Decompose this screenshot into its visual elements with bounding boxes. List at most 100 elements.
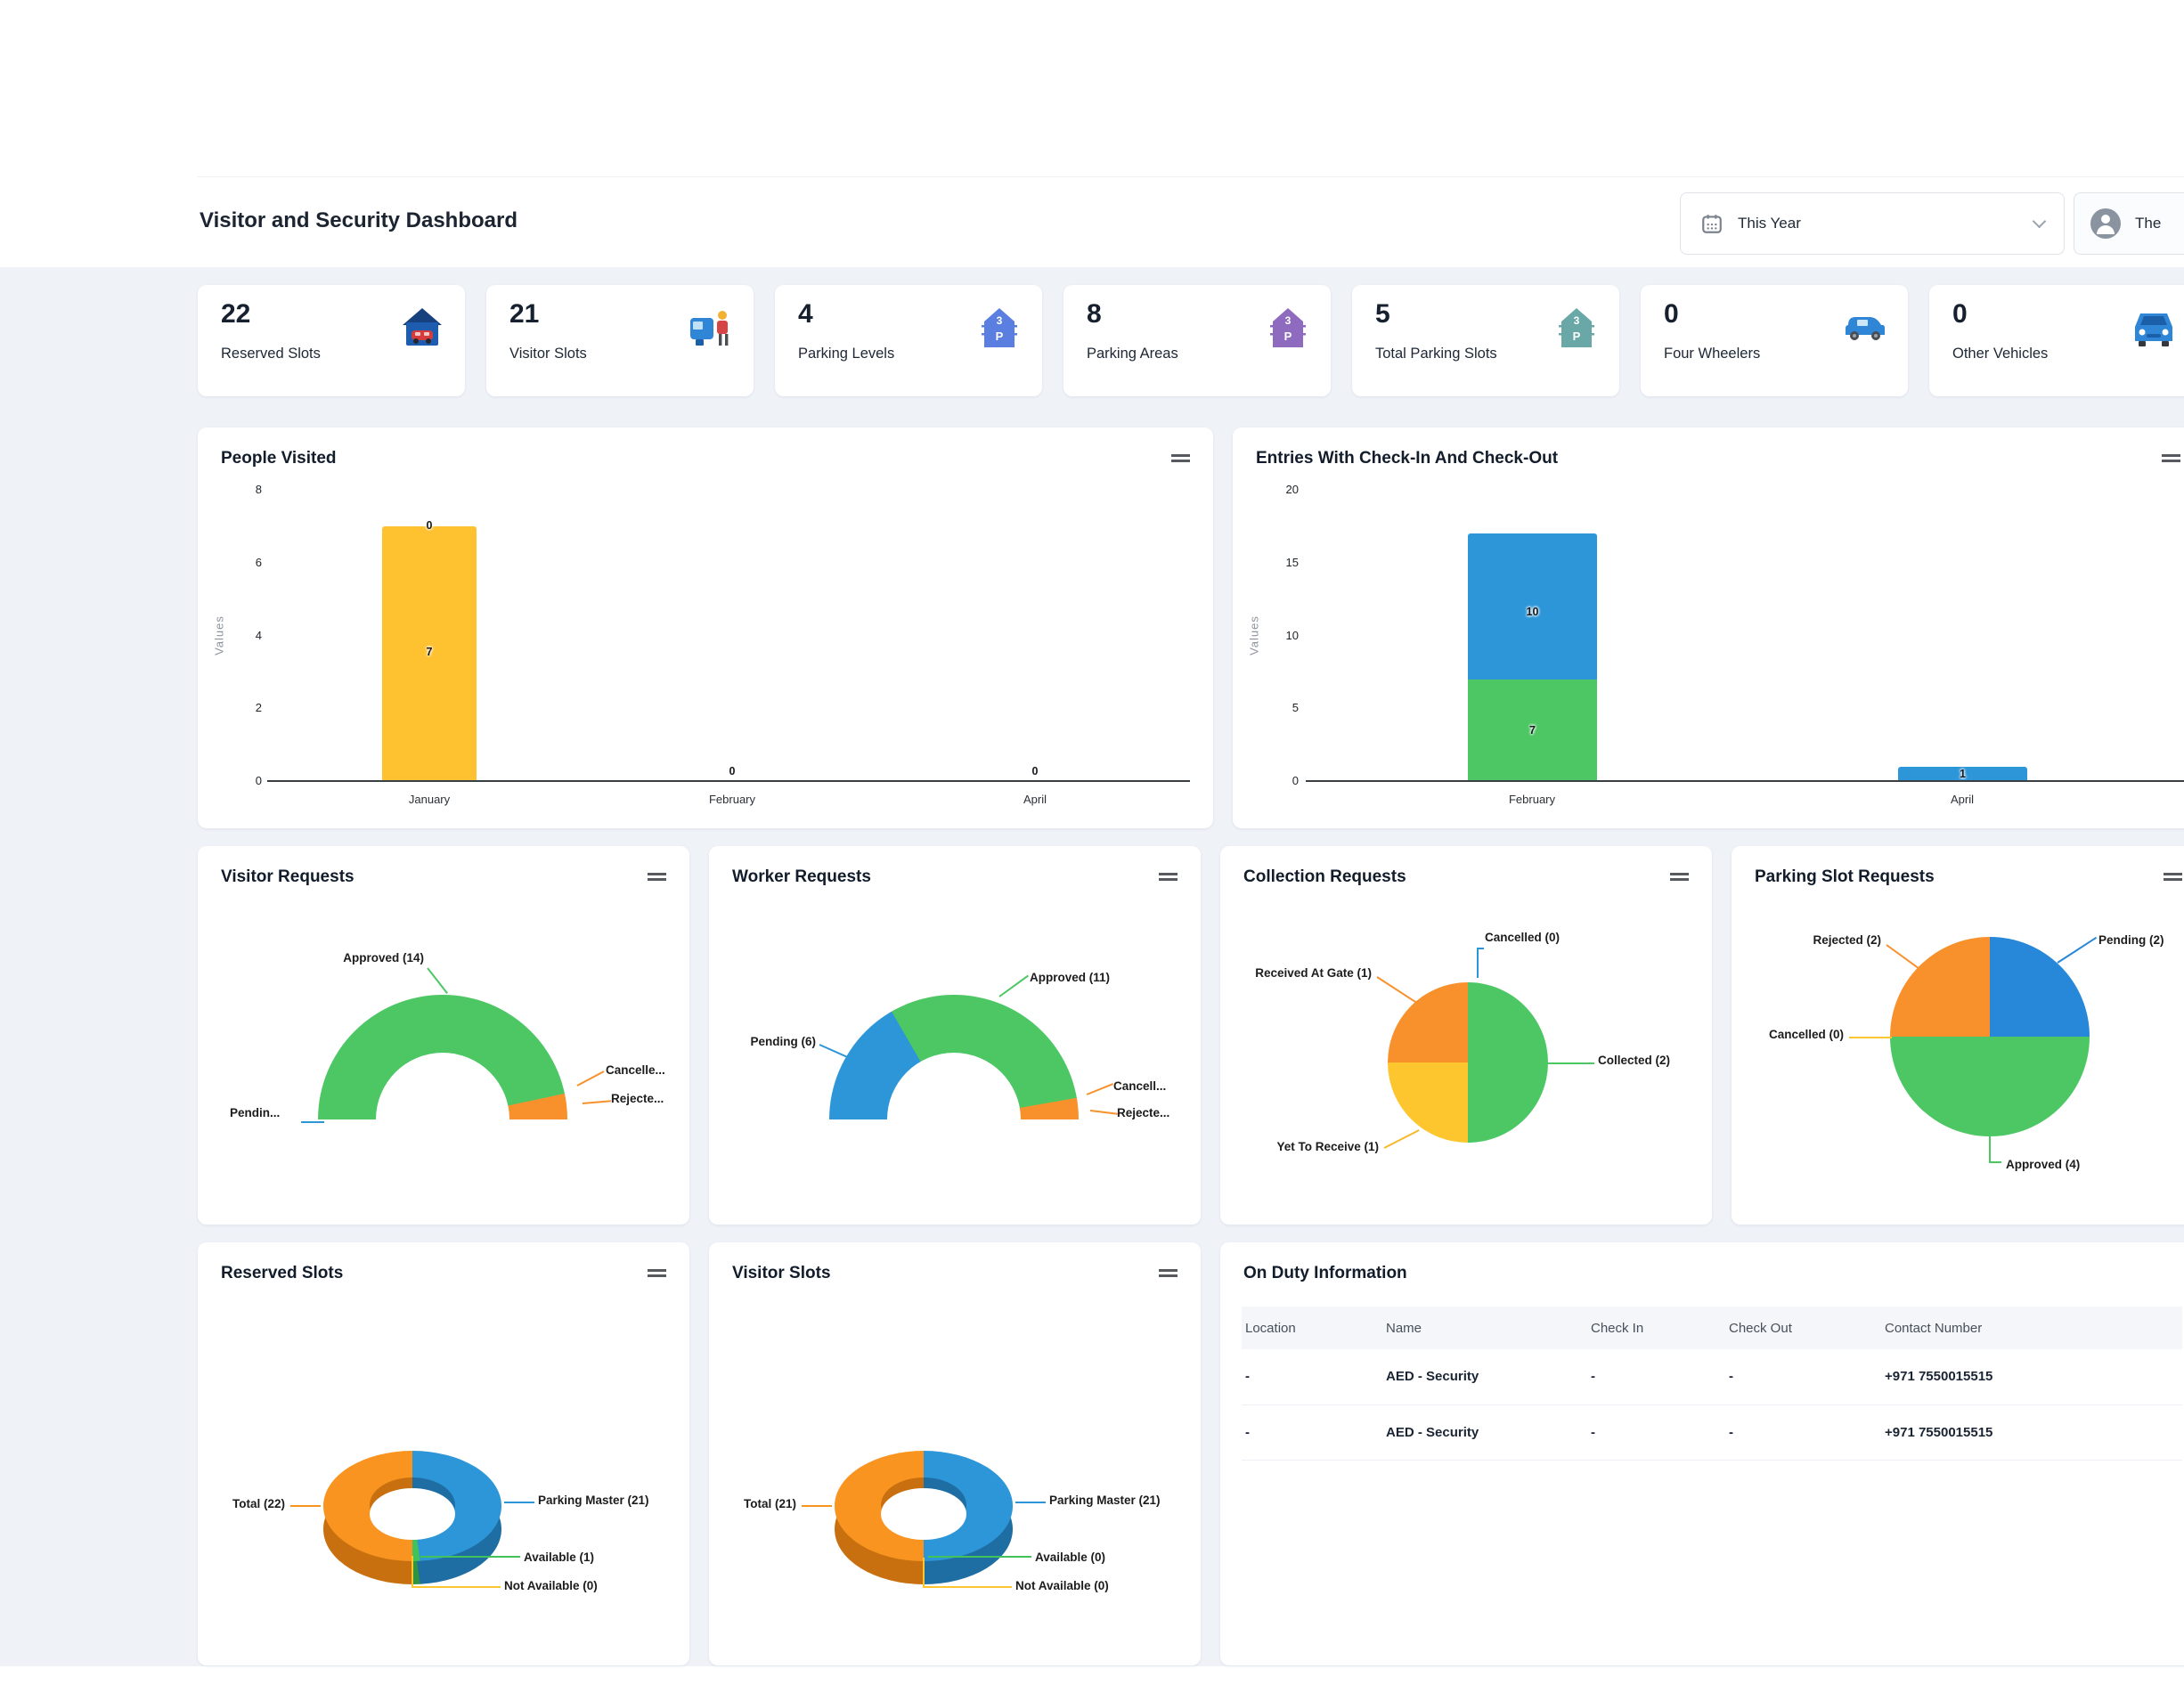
slice-label-received-at-gate: Received At Gate (1) — [1255, 966, 1372, 980]
stat-label: Parking Levels — [798, 346, 895, 362]
cell-location: - — [1242, 1404, 1377, 1461]
slice-label-yet-to-receive: Yet To Receive (1) — [1276, 1140, 1379, 1153]
dashboard-content: 22 Reserved Slots 21 Visitor Slots — [0, 267, 2184, 1666]
stat-value: 8 — [1087, 299, 1102, 329]
parking-tower-teal-icon: 3 P — [1559, 308, 1594, 347]
slice-label-pending: Pending (6) — [750, 1035, 817, 1048]
hamburger-menu-icon[interactable] — [2164, 873, 2182, 881]
semi-donut-chart[interactable] — [829, 995, 1079, 1119]
semi-donut-chart[interactable] — [318, 995, 567, 1119]
cell-name: AED - Security — [1377, 1404, 1582, 1461]
stat-label: Other Vehicles — [1952, 346, 2049, 362]
stat-card-four-wheelers[interactable]: 0 Four Wheelers — [1641, 285, 1908, 396]
table-row[interactable]: - AED - Security - - +971 7550015515 — [1242, 1404, 2182, 1461]
segment-blue — [1468, 533, 1597, 680]
y-tick: 5 — [1292, 701, 1299, 714]
user-menu-label: The — [2135, 215, 2162, 232]
bar-april[interactable]: 1 — [1898, 767, 2027, 781]
y-tick: 2 — [255, 701, 262, 714]
stat-cards-row: 22 Reserved Slots 21 Visitor Slots — [198, 285, 2184, 396]
stat-label: Four Wheelers — [1664, 346, 1761, 362]
parking-slot-requests-card: Parking Slot Requests Rejected (2) Pendi… — [1732, 846, 2184, 1225]
bar-february[interactable]: 10 7 — [1468, 533, 1597, 781]
bar-data-label: 7 — [426, 646, 433, 658]
hamburger-menu-icon[interactable] — [1159, 873, 1178, 881]
cell-name: AED - Security — [1377, 1349, 1582, 1405]
pie-chart[interactable] — [1890, 937, 2090, 1136]
page-title: Visitor and Security Dashboard — [200, 208, 517, 232]
hamburger-menu-icon[interactable] — [648, 873, 666, 881]
cell-contact-number: +971 7550015515 — [1876, 1349, 2182, 1405]
bar-january[interactable]: 0 7 — [382, 519, 477, 781]
plot-area: 0 7 0 0 — [278, 490, 1186, 781]
slice-label-cancelled: Cancelle... — [606, 1063, 665, 1077]
stat-card-total-parking-slots[interactable]: 5 Total Parking Slots 3 P — [1352, 285, 1619, 396]
chart-title: Entries With Check-In And Check-Out — [1256, 449, 1559, 468]
bar-data-label: 0 — [426, 519, 433, 532]
x-category: February — [708, 793, 756, 806]
stat-card-parking-areas[interactable]: 8 Parking Areas 3 P — [1063, 285, 1331, 396]
slice-label-total: Total (22) — [232, 1497, 285, 1510]
slice-label-not-available: Not Available (0) — [1015, 1579, 1109, 1592]
stat-label: Visitor Slots — [509, 346, 587, 362]
chart-title: Parking Slot Requests — [1755, 867, 1935, 886]
slice-label-rejected: Rejected (2) — [1813, 933, 1881, 947]
hamburger-menu-icon[interactable] — [1159, 1269, 1178, 1277]
visitor-car-person-icon — [690, 311, 729, 346]
chart-title: Visitor Requests — [221, 867, 354, 886]
column-header-location: Location — [1242, 1306, 1377, 1349]
hamburger-menu-icon[interactable] — [1171, 454, 1190, 462]
cell-check-in: - — [1582, 1404, 1720, 1461]
slice-label-rejected: Rejecte... — [1117, 1106, 1170, 1119]
reserved-slots-icon — [403, 308, 442, 346]
bar-data-label: 10 — [1526, 606, 1539, 618]
cell-check-in: - — [1582, 1349, 1720, 1405]
stat-label: Reserved Slots — [221, 346, 321, 362]
stat-card-parking-levels[interactable]: 4 Parking Levels 3 P — [775, 285, 1042, 396]
visitor-requests-card: Visitor Requests Approved (14) Pendin...… — [198, 846, 689, 1225]
entries-check-in-out-card: Entries With Check-In And Check-Out Valu… — [1233, 427, 2184, 828]
stat-card-visitor-slots[interactable]: 21 Visitor Slots — [486, 285, 754, 396]
bar-data-label: 1 — [1960, 768, 1966, 780]
svg-text:3: 3 — [1574, 314, 1580, 327]
y-tick: 8 — [255, 483, 262, 496]
divider — [198, 176, 2184, 177]
cell-location: - — [1242, 1349, 1377, 1405]
hamburger-menu-icon[interactable] — [1670, 873, 1689, 881]
chevron-down-icon — [2032, 214, 2047, 228]
pie-chart[interactable] — [1388, 982, 1548, 1143]
period-filter-select[interactable]: This Year — [1680, 192, 2065, 255]
user-menu[interactable]: The — [2074, 192, 2184, 255]
x-category: February — [1508, 793, 1556, 806]
hamburger-menu-icon[interactable] — [648, 1269, 666, 1277]
collection-requests-card: Collection Requests Cancelled (0) Receiv… — [1220, 846, 1712, 1225]
table-row[interactable]: - AED - Security - - +971 7550015515 — [1242, 1349, 2182, 1405]
stat-card-other-vehicles[interactable]: 0 Other Vehicles — [1929, 285, 2184, 396]
svg-text:3: 3 — [997, 314, 1003, 327]
plot-area: 10 7 1 — [1317, 490, 2177, 781]
svg-text:3: 3 — [1285, 314, 1292, 327]
slice-label-parking-master: Parking Master (21) — [1049, 1494, 1161, 1507]
slice-label-rejected: Rejecte... — [611, 1092, 664, 1105]
chart-title: Collection Requests — [1243, 867, 1406, 886]
cell-check-out: - — [1720, 1404, 1876, 1461]
pie-charts-row: Visitor Requests Approved (14) Pendin...… — [198, 846, 2184, 1225]
visitor-slots-chart-card: Visitor Slots Total (21) Parking Master … — [709, 1242, 1201, 1665]
stat-value: 0 — [1664, 299, 1679, 329]
slice-label-approved: Approved (14) — [343, 951, 424, 965]
column-header-contact-number: Contact Number — [1876, 1306, 2182, 1349]
bar-charts-row: People Visited Values 8 6 4 2 0 0 7 0 0 … — [198, 427, 2184, 828]
y-tick: 20 — [1285, 483, 1299, 496]
x-axis-line — [267, 780, 1190, 782]
y-tick: 10 — [1285, 629, 1299, 642]
parking-tower-blue-icon: 3 P — [982, 308, 1017, 347]
suv-icon — [1846, 317, 1885, 340]
slice-label-parking-master: Parking Master (21) — [538, 1494, 649, 1507]
hamburger-menu-icon[interactable] — [2162, 454, 2180, 462]
slice-label-available: Available (0) — [1035, 1551, 1106, 1564]
svg-text:P: P — [996, 330, 1004, 343]
stat-value: 0 — [1952, 299, 1968, 329]
stat-card-reserved-slots[interactable]: 22 Reserved Slots — [198, 285, 465, 396]
column-header-check-in: Check In — [1582, 1306, 1720, 1349]
calendar-icon — [1702, 215, 1722, 233]
